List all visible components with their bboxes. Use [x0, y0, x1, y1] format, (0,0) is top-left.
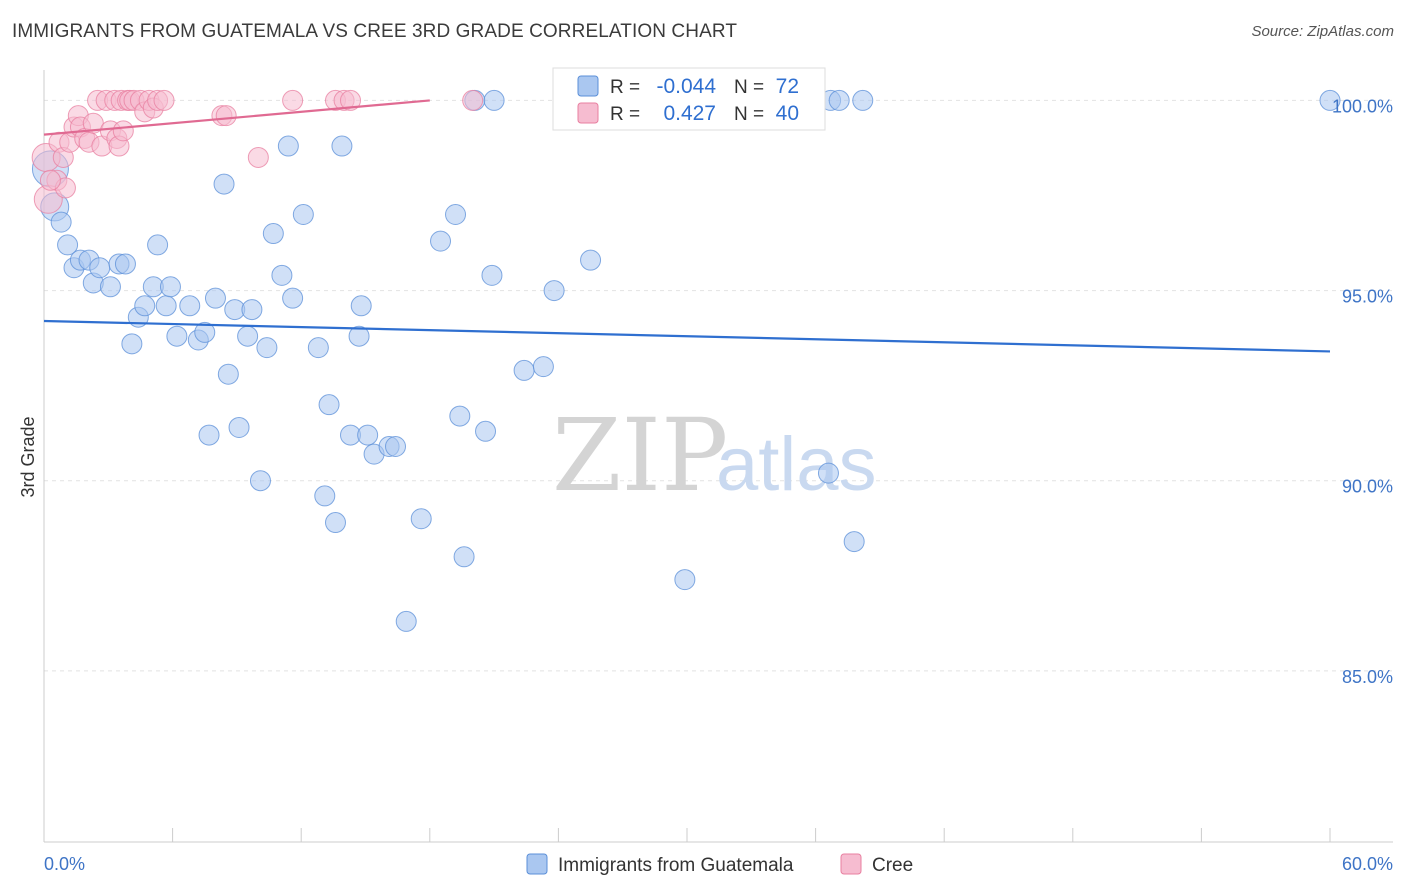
legend-swatch-guatemala [577, 75, 599, 97]
guatemala-point [449, 405, 471, 427]
cree-point [282, 89, 304, 111]
guatemala-point [348, 325, 370, 347]
guatemala-point [817, 462, 839, 484]
guatemala-point [543, 280, 565, 302]
guatemala-point [114, 253, 136, 275]
guatemala-point [237, 325, 259, 347]
cree-point [112, 120, 134, 142]
legend-r-label-cree: R = [610, 104, 640, 125]
guatemala-point [271, 264, 293, 286]
guatemala-point [331, 135, 353, 157]
guatemala-point [89, 257, 111, 279]
legend-r-label-guatemala: R = [610, 77, 640, 98]
guatemala-point [318, 394, 340, 416]
points-layer [31, 89, 1341, 632]
guatemala-point [282, 287, 304, 309]
watermark-zip: ZIP [552, 397, 728, 514]
trend-layer [43, 99, 1331, 353]
guatemala-point [674, 569, 696, 591]
guatemala-point [179, 295, 201, 317]
guatemala-point [580, 249, 602, 271]
legend-r-value-guatemala: -0.044 [656, 75, 716, 98]
guatemala-point [134, 295, 156, 317]
guatemala-point [828, 89, 850, 111]
guatemala-point [50, 211, 72, 233]
guatemala-point [217, 363, 239, 385]
guatemala-point [385, 435, 407, 457]
guatemala-point [1319, 89, 1341, 111]
legend-n-value-cree: 40 [776, 102, 799, 125]
guatemala-point [166, 325, 188, 347]
y-tick-label: 100.0% [1332, 96, 1393, 116]
legend-bottom: Immigrants from Guatemala Cree [526, 853, 913, 876]
guatemala-point [324, 512, 346, 534]
guatemala-point [292, 204, 314, 226]
guatemala-point [852, 89, 874, 111]
guatemala-trend-line [43, 319, 1331, 353]
guatemala-point [314, 485, 336, 507]
chart-title: IMMIGRANTS FROM GUATEMALA VS CREE 3RD GR… [12, 21, 738, 42]
guatemala-point [445, 204, 467, 226]
x-tick-label-max: 60.0% [1342, 854, 1393, 874]
guatemala-point [513, 359, 535, 381]
bottom-legend-swatch-cree [840, 853, 862, 875]
y-tick-label: 90.0% [1342, 477, 1393, 497]
legend-n-label-cree: N = [734, 104, 764, 125]
bottom-legend-swatch-guatemala [526, 853, 548, 875]
guatemala-point [453, 546, 475, 568]
cree-trend-line [43, 99, 430, 136]
cree-point [215, 105, 237, 127]
bottom-legend-label-guatemala: Immigrants from Guatemala [558, 855, 794, 876]
guatemala-point [147, 234, 169, 256]
guatemala-point [410, 508, 432, 530]
chart-source: Source: ZipAtlas.com [1251, 23, 1394, 40]
guatemala-point [194, 321, 216, 343]
guatemala-point [155, 295, 177, 317]
guatemala-point [121, 333, 143, 355]
watermark: ZIP atlas [552, 397, 877, 514]
guatemala-point [213, 173, 235, 195]
y-tick-label: 85.0% [1342, 667, 1393, 687]
legend-r-value-cree: 0.427 [663, 102, 716, 125]
legend-n-label-guatemala: N = [734, 77, 764, 98]
cree-point [247, 146, 269, 168]
legend-swatch-cree [577, 102, 599, 124]
guatemala-point [532, 356, 554, 378]
guatemala-point [843, 531, 865, 553]
guatemala-point [277, 135, 299, 157]
guatemala-point [357, 424, 379, 446]
legend-n-value-guatemala: 72 [776, 75, 799, 98]
cree-point [153, 89, 175, 111]
watermark-atlas: atlas [716, 422, 877, 507]
guatemala-point [57, 234, 79, 256]
guatemala-point [228, 416, 250, 438]
guatemala-point [204, 287, 226, 309]
bottom-legend-label-cree: Cree [872, 855, 913, 876]
y-axis-label: 3rd Grade [18, 416, 38, 497]
x-tick-label-min: 0.0% [44, 854, 85, 874]
guatemala-point [262, 223, 284, 245]
guatemala-point [307, 337, 329, 359]
y-tick-label: 95.0% [1342, 287, 1393, 307]
guatemala-point [159, 276, 181, 298]
guatemala-point [249, 470, 271, 492]
y-tick-labels: 85.0% 90.0% 95.0% 100.0% [1332, 96, 1393, 686]
guatemala-point [430, 230, 452, 252]
guatemala-point [241, 299, 263, 321]
cree-point [339, 89, 361, 111]
cree-point [462, 89, 484, 111]
guatemala-point [198, 424, 220, 446]
guatemala-point [256, 337, 278, 359]
guatemala-point [481, 264, 503, 286]
guatemala-point [395, 610, 417, 632]
guatemala-point [483, 89, 505, 111]
cree-point [39, 169, 61, 191]
guatemala-point [99, 276, 121, 298]
guatemala-point [350, 295, 372, 317]
legend-top: R = -0.044 N = 72 R = 0.427 N = 40 [552, 67, 826, 131]
grid-layer [44, 99, 1393, 672]
guatemala-point [475, 420, 497, 442]
